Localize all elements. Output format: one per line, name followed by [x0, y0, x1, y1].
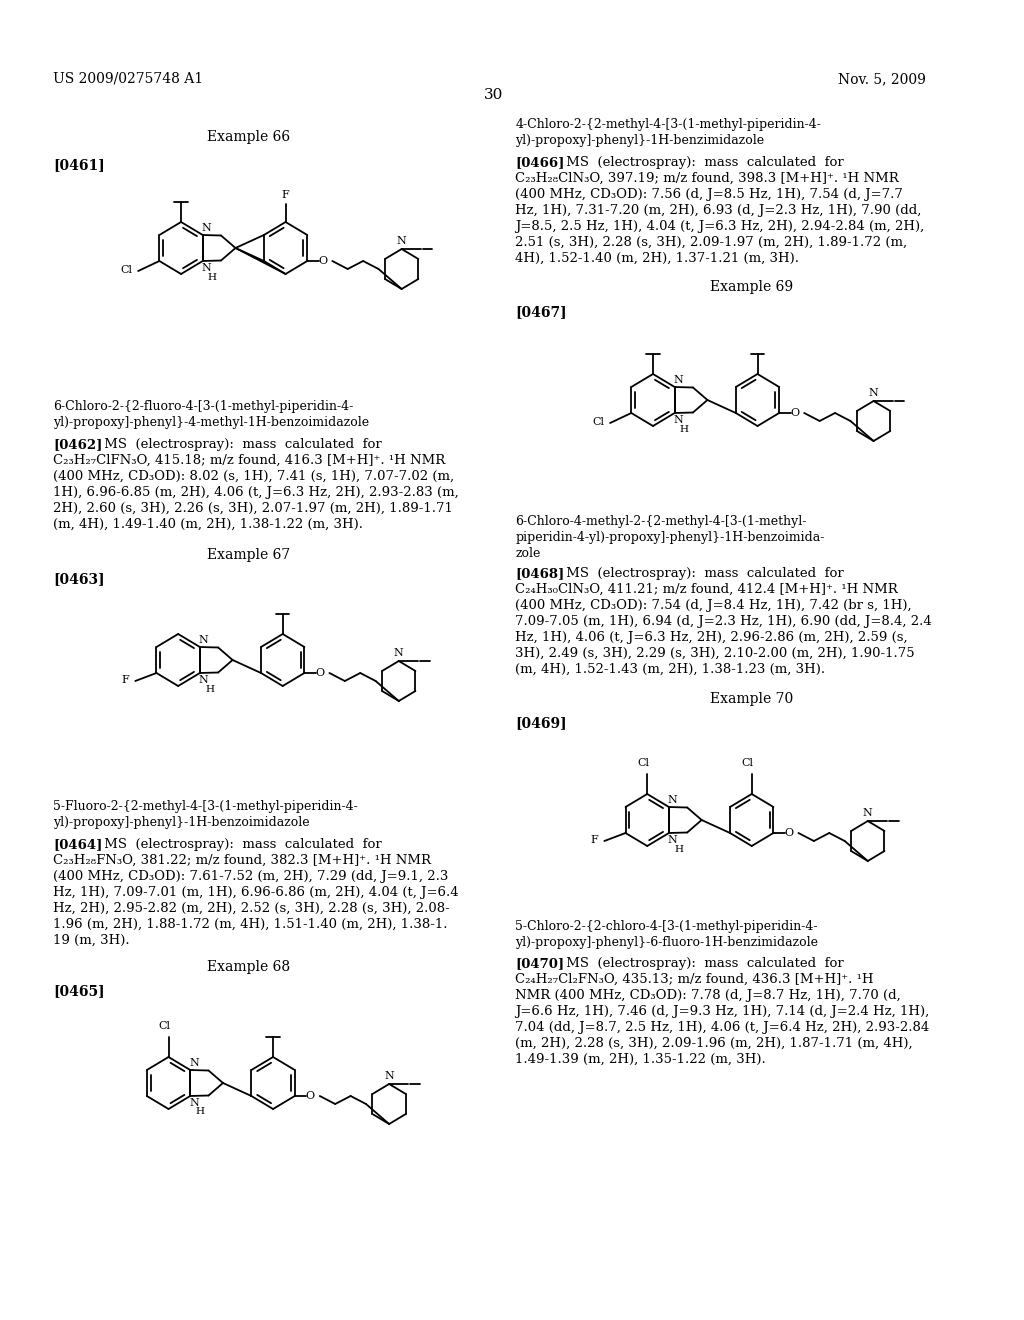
Text: Example 69: Example 69	[710, 280, 793, 294]
Text: 30: 30	[483, 88, 503, 102]
Text: US 2009/0275748 A1: US 2009/0275748 A1	[53, 73, 203, 86]
Text: N: N	[396, 236, 407, 246]
Text: (m, 2H), 2.28 (s, 3H), 2.09-1.96 (m, 2H), 1.87-1.71 (m, 4H),: (m, 2H), 2.28 (s, 3H), 2.09-1.96 (m, 2H)…	[515, 1038, 912, 1049]
Text: (m, 4H), 1.52-1.43 (m, 2H), 1.38-1.23 (m, 3H).: (m, 4H), 1.52-1.43 (m, 2H), 1.38-1.23 (m…	[515, 663, 825, 676]
Text: N: N	[668, 836, 678, 845]
Text: H: H	[674, 845, 683, 854]
Text: [0463]: [0463]	[53, 572, 104, 586]
Text: N: N	[199, 675, 209, 685]
Text: 1H), 6.96-6.85 (m, 2H), 4.06 (t, J=6.3 Hz, 2H), 2.93-2.83 (m,: 1H), 6.96-6.85 (m, 2H), 4.06 (t, J=6.3 H…	[53, 486, 459, 499]
Text: Hz, 2H), 2.95-2.82 (m, 2H), 2.52 (s, 3H), 2.28 (s, 3H), 2.08-: Hz, 2H), 2.95-2.82 (m, 2H), 2.52 (s, 3H)…	[53, 902, 450, 915]
Text: NMR (400 MHz, CD₃OD): 7.78 (d, J=8.7 Hz, 1H), 7.70 (d,: NMR (400 MHz, CD₃OD): 7.78 (d, J=8.7 Hz,…	[515, 989, 901, 1002]
Text: Cl: Cl	[637, 758, 649, 768]
Text: MS  (electrospray):  mass  calculated  for: MS (electrospray): mass calculated for	[562, 156, 844, 169]
Text: N: N	[868, 388, 879, 399]
Text: 1.49-1.39 (m, 2H), 1.35-1.22 (m, 3H).: 1.49-1.39 (m, 2H), 1.35-1.22 (m, 3H).	[515, 1053, 766, 1067]
Text: Cl: Cl	[159, 1020, 171, 1031]
Text: F: F	[282, 190, 290, 201]
Text: Example 66: Example 66	[207, 129, 290, 144]
Text: O: O	[784, 828, 794, 838]
Text: MS  (electrospray):  mass  calculated  for: MS (electrospray): mass calculated for	[100, 438, 382, 451]
Text: C₂₃H₂₇ClFN₃O, 415.18; m/z found, 416.3 [M+H]⁺. ¹H NMR: C₂₃H₂₇ClFN₃O, 415.18; m/z found, 416.3 […	[53, 454, 445, 467]
Text: 4H), 1.52-1.40 (m, 2H), 1.37-1.21 (m, 3H).: 4H), 1.52-1.40 (m, 2H), 1.37-1.21 (m, 3H…	[515, 252, 800, 265]
Text: 5-Fluoro-2-{2-methyl-4-[3-(1-methyl-piperidin-4-: 5-Fluoro-2-{2-methyl-4-[3-(1-methyl-pipe…	[53, 800, 357, 813]
Text: C₂₄H₃₀ClN₃O, 411.21; m/z found, 412.4 [M+H]⁺. ¹H NMR: C₂₄H₃₀ClN₃O, 411.21; m/z found, 412.4 [M…	[515, 583, 898, 597]
Text: [0466]: [0466]	[515, 156, 564, 169]
Text: Hz, 1H), 7.31-7.20 (m, 2H), 6.93 (d, J=2.3 Hz, 1H), 7.90 (dd,: Hz, 1H), 7.31-7.20 (m, 2H), 6.93 (d, J=2…	[515, 205, 922, 216]
Text: J=8.5, 2.5 Hz, 1H), 4.04 (t, J=6.3 Hz, 2H), 2.94-2.84 (m, 2H),: J=8.5, 2.5 Hz, 1H), 4.04 (t, J=6.3 Hz, 2…	[515, 220, 925, 234]
Text: N: N	[668, 795, 678, 805]
Text: C₂₃H₂₈ClN₃O, 397.19; m/z found, 398.3 [M+H]⁺. ¹H NMR: C₂₃H₂₈ClN₃O, 397.19; m/z found, 398.3 [M…	[515, 172, 899, 185]
Text: N: N	[199, 635, 209, 645]
Text: H: H	[208, 272, 217, 281]
Text: [0470]: [0470]	[515, 957, 564, 970]
Text: 5-Chloro-2-{2-chloro-4-[3-(1-methyl-piperidin-4-: 5-Chloro-2-{2-chloro-4-[3-(1-methyl-pipe…	[515, 920, 818, 933]
Text: 6-Chloro-2-{2-fluoro-4-[3-(1-methyl-piperidin-4-: 6-Chloro-2-{2-fluoro-4-[3-(1-methyl-pipe…	[53, 400, 353, 413]
Text: [0467]: [0467]	[515, 305, 567, 319]
Text: Nov. 5, 2009: Nov. 5, 2009	[838, 73, 926, 86]
Text: yl)-propoxy]-phenyl}-4-methyl-1H-benzoimidazole: yl)-propoxy]-phenyl}-4-methyl-1H-benzoim…	[53, 416, 369, 429]
Text: yl)-propoxy]-phenyl}-6-fluoro-1H-benzimidazole: yl)-propoxy]-phenyl}-6-fluoro-1H-benzimi…	[515, 936, 818, 949]
Text: N: N	[189, 1098, 199, 1107]
Text: F: F	[591, 836, 599, 845]
Text: C₂₃H₂₈FN₃O, 381.22; m/z found, 382.3 [M+H]⁺. ¹H NMR: C₂₃H₂₈FN₃O, 381.22; m/z found, 382.3 [M+…	[53, 854, 431, 867]
Text: Hz, 1H), 4.06 (t, J=6.3 Hz, 2H), 2.96-2.86 (m, 2H), 2.59 (s,: Hz, 1H), 4.06 (t, J=6.3 Hz, 2H), 2.96-2.…	[515, 631, 908, 644]
Text: (400 MHz, CD₃OD): 7.61-7.52 (m, 2H), 7.29 (dd, J=9.1, 2.3: (400 MHz, CD₃OD): 7.61-7.52 (m, 2H), 7.2…	[53, 870, 449, 883]
Text: 6-Chloro-4-methyl-2-{2-methyl-4-[3-(1-methyl-: 6-Chloro-4-methyl-2-{2-methyl-4-[3-(1-me…	[515, 515, 807, 528]
Text: Example 70: Example 70	[710, 692, 793, 706]
Text: Cl: Cl	[121, 265, 133, 275]
Text: yl)-propoxy]-phenyl}-1H-benzoimidazole: yl)-propoxy]-phenyl}-1H-benzoimidazole	[53, 816, 309, 829]
Text: 7.09-7.05 (m, 1H), 6.94 (d, J=2.3 Hz, 1H), 6.90 (dd, J=8.4, 2.4: 7.09-7.05 (m, 1H), 6.94 (d, J=2.3 Hz, 1H…	[515, 615, 932, 628]
Text: (400 MHz, CD₃OD): 7.56 (d, J=8.5 Hz, 1H), 7.54 (d, J=7.7: (400 MHz, CD₃OD): 7.56 (d, J=8.5 Hz, 1H)…	[515, 187, 903, 201]
Text: N: N	[863, 808, 872, 818]
Text: (400 MHz, CD₃OD): 8.02 (s, 1H), 7.41 (s, 1H), 7.07-7.02 (m,: (400 MHz, CD₃OD): 8.02 (s, 1H), 7.41 (s,…	[53, 470, 454, 483]
Text: 2H), 2.60 (s, 3H), 2.26 (s, 3H), 2.07-1.97 (m, 2H), 1.89-1.71: 2H), 2.60 (s, 3H), 2.26 (s, 3H), 2.07-1.…	[53, 502, 453, 515]
Text: Example 67: Example 67	[207, 548, 290, 562]
Text: N: N	[394, 648, 403, 657]
Text: Hz, 1H), 7.09-7.01 (m, 1H), 6.96-6.86 (m, 2H), 4.04 (t, J=6.4: Hz, 1H), 7.09-7.01 (m, 1H), 6.96-6.86 (m…	[53, 886, 459, 899]
Text: [0465]: [0465]	[53, 983, 104, 998]
Text: 7.04 (dd, J=8.7, 2.5 Hz, 1H), 4.06 (t, J=6.4 Hz, 2H), 2.93-2.84: 7.04 (dd, J=8.7, 2.5 Hz, 1H), 4.06 (t, J…	[515, 1020, 930, 1034]
Text: 19 (m, 3H).: 19 (m, 3H).	[53, 935, 130, 946]
Text: J=6.6 Hz, 1H), 7.46 (d, J=9.3 Hz, 1H), 7.14 (d, J=2.4 Hz, 1H),: J=6.6 Hz, 1H), 7.46 (d, J=9.3 Hz, 1H), 7…	[515, 1005, 930, 1018]
Text: Cl: Cl	[741, 758, 754, 768]
Text: [0461]: [0461]	[53, 158, 104, 172]
Text: H: H	[680, 425, 689, 433]
Text: N: N	[189, 1059, 199, 1068]
Text: MS  (electrospray):  mass  calculated  for: MS (electrospray): mass calculated for	[562, 568, 844, 579]
Text: [0468]: [0468]	[515, 568, 564, 579]
Text: N: N	[674, 414, 683, 425]
Text: Cl: Cl	[593, 417, 604, 426]
Text: N: N	[202, 223, 212, 234]
Text: [0462]: [0462]	[53, 438, 102, 451]
Text: N: N	[384, 1071, 394, 1081]
Text: MS  (electrospray):  mass  calculated  for: MS (electrospray): mass calculated for	[562, 957, 844, 970]
Text: O: O	[315, 668, 325, 678]
Text: O: O	[305, 1092, 314, 1101]
Text: [0464]: [0464]	[53, 838, 102, 851]
Text: Example 68: Example 68	[207, 960, 290, 974]
Text: C₂₄H₂₇Cl₂FN₃O, 435.13; m/z found, 436.3 [M+H]⁺. ¹H: C₂₄H₂₇Cl₂FN₃O, 435.13; m/z found, 436.3 …	[515, 973, 873, 986]
Text: H: H	[205, 685, 214, 693]
Text: (400 MHz, CD₃OD): 7.54 (d, J=8.4 Hz, 1H), 7.42 (br s, 1H),: (400 MHz, CD₃OD): 7.54 (d, J=8.4 Hz, 1H)…	[515, 599, 912, 612]
Text: MS  (electrospray):  mass  calculated  for: MS (electrospray): mass calculated for	[100, 838, 382, 851]
Text: N: N	[202, 263, 212, 273]
Text: piperidin-4-yl)-propoxy]-phenyl}-1H-benzoimida-: piperidin-4-yl)-propoxy]-phenyl}-1H-benz…	[515, 531, 824, 544]
Text: O: O	[791, 408, 799, 418]
Text: 4-Chloro-2-{2-methyl-4-[3-(1-methyl-piperidin-4-: 4-Chloro-2-{2-methyl-4-[3-(1-methyl-pipe…	[515, 117, 821, 131]
Text: H: H	[196, 1107, 205, 1117]
Text: F: F	[122, 675, 130, 685]
Text: zole: zole	[515, 546, 541, 560]
Text: 2.51 (s, 3H), 2.28 (s, 3H), 2.09-1.97 (m, 2H), 1.89-1.72 (m,: 2.51 (s, 3H), 2.28 (s, 3H), 2.09-1.97 (m…	[515, 236, 907, 249]
Text: 1.96 (m, 2H), 1.88-1.72 (m, 4H), 1.51-1.40 (m, 2H), 1.38-1.: 1.96 (m, 2H), 1.88-1.72 (m, 4H), 1.51-1.…	[53, 917, 447, 931]
Text: O: O	[318, 256, 328, 267]
Text: N: N	[674, 375, 683, 385]
Text: [0469]: [0469]	[515, 715, 567, 730]
Text: (m, 4H), 1.49-1.40 (m, 2H), 1.38-1.22 (m, 3H).: (m, 4H), 1.49-1.40 (m, 2H), 1.38-1.22 (m…	[53, 517, 362, 531]
Text: yl)-propoxy]-phenyl}-1H-benzimidazole: yl)-propoxy]-phenyl}-1H-benzimidazole	[515, 135, 764, 147]
Text: 3H), 2.49 (s, 3H), 2.29 (s, 3H), 2.10-2.00 (m, 2H), 1.90-1.75: 3H), 2.49 (s, 3H), 2.29 (s, 3H), 2.10-2.…	[515, 647, 914, 660]
